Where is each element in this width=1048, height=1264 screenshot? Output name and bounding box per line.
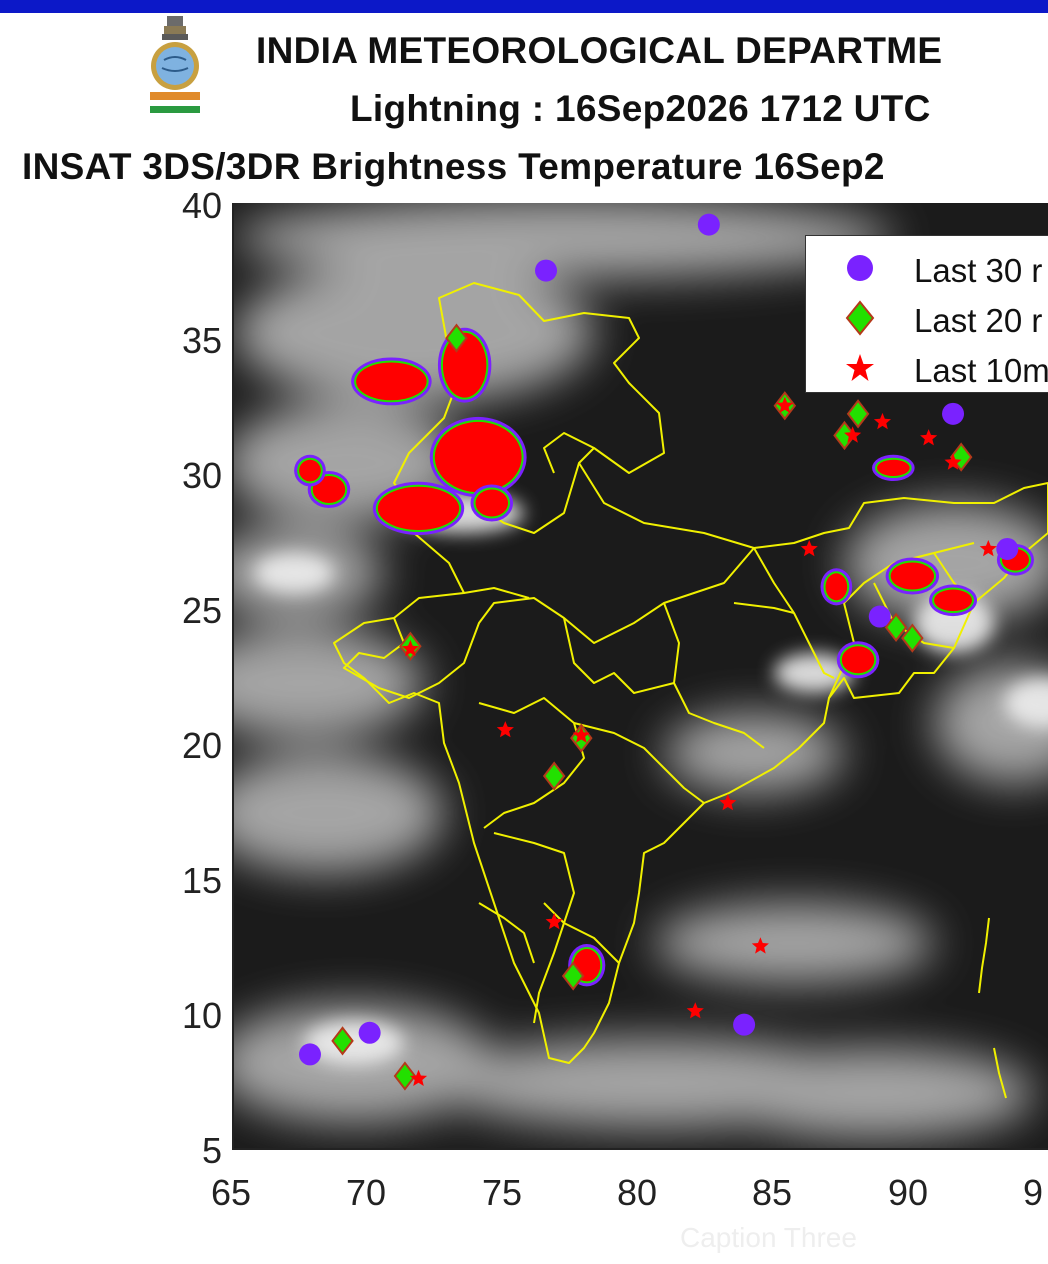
last-30-min-marker <box>298 1043 321 1066</box>
last-30-min-marker <box>942 402 965 425</box>
diamond-marker-icon <box>845 300 875 336</box>
last-30-min-markers <box>298 213 1019 1066</box>
last-30-min-marker <box>697 213 720 236</box>
y-tick-label: 20 <box>181 725 222 766</box>
island-outlines <box>978 917 1007 1099</box>
x-tick-label: 90 <box>888 1172 929 1213</box>
watermark-caption: Caption Three <box>680 1222 857 1253</box>
imd-emblem-logo <box>150 16 200 113</box>
x-tick-label: 70 <box>346 1172 387 1213</box>
last-30-min-marker <box>996 537 1019 560</box>
x-axis-line <box>232 1148 1048 1150</box>
lightning-cluster-core <box>356 362 427 401</box>
y-axis-line <box>232 203 234 1149</box>
x-tick-label: 65 <box>211 1172 252 1213</box>
x-tick-label: 85 <box>752 1172 793 1213</box>
last-30-min-marker <box>358 1021 381 1044</box>
last-10-min-marker <box>800 540 818 557</box>
y-tick-label: 35 <box>181 320 222 361</box>
last-10-min-marker <box>496 721 514 738</box>
last-20-min-marker <box>445 323 468 353</box>
cloud-layer <box>234 203 1048 1138</box>
x-tick-label: 75 <box>482 1172 523 1213</box>
title-department: INDIA METEOROLOGICAL DEPARTME <box>256 30 943 71</box>
map-legend: Last 30 r Last 20 r Last 10m <box>805 235 1048 393</box>
y-tick-label: 5 <box>201 1130 222 1171</box>
star-marker-icon <box>846 354 874 381</box>
lightning-cluster-core <box>890 562 935 590</box>
last-20-min-marker <box>901 623 924 653</box>
legend-item-last-20: Last 20 r <box>806 292 1048 342</box>
last-10-min-marker <box>409 1069 428 1086</box>
y-tick-label: 10 <box>181 995 222 1036</box>
last-10-min-marker <box>719 794 737 811</box>
lightning-cluster-core <box>312 475 346 504</box>
last-20-min-marker <box>846 399 870 429</box>
circle-marker-icon <box>847 255 873 281</box>
title-brightness-temperature: INSAT 3DS/3DR Brightness Temperature 16S… <box>22 146 885 187</box>
lightning-cluster-core <box>299 459 321 482</box>
last-10-min-marker <box>545 913 563 930</box>
last-10-min-marker <box>776 396 794 413</box>
lightning-cluster-core <box>934 589 973 612</box>
last-10-min-marker <box>979 540 997 557</box>
last-30-min-marker <box>868 605 891 628</box>
y-tick-label: 15 <box>181 860 222 901</box>
header-bar <box>0 0 1048 13</box>
last-10-min-marker <box>873 412 891 430</box>
last-20-min-marker <box>393 1061 417 1091</box>
last-10-min-marker <box>944 453 962 470</box>
last-20-min-marker <box>884 612 908 642</box>
last-10-min-marker <box>572 726 590 743</box>
x-tick-label: 9 <box>1023 1172 1044 1213</box>
legend-item-last-30: Last 30 r <box>806 242 1048 292</box>
title-lightning-time: Lightning : 16Sep2026 1712 UTC <box>350 88 931 129</box>
lightning-cluster-core <box>841 646 875 674</box>
last-20-min-markers <box>331 323 973 1091</box>
x-tick-label: 80 <box>617 1172 658 1213</box>
last-20-min-marker <box>331 1026 354 1056</box>
legend-item-last-10: Last 10m <box>806 342 1048 392</box>
lightning-cluster-core <box>377 486 460 531</box>
last-10-min-marker <box>751 937 769 954</box>
last-30-min-marker <box>733 1013 756 1036</box>
last-20-min-marker <box>561 961 585 991</box>
lightning-cluster-core <box>825 573 848 601</box>
legend-label: Last 30 r <box>914 252 1043 289</box>
last-30-min-marker <box>535 259 558 282</box>
last-20-min-marker <box>542 761 566 791</box>
last-10-min-marker <box>920 429 938 446</box>
last-10-min-marker <box>844 426 862 443</box>
last-10-min-markers <box>401 396 997 1086</box>
legend-label: Last 10m <box>914 352 1048 389</box>
last-10-min-marker <box>686 1002 704 1019</box>
lightning-cluster-core <box>434 421 522 493</box>
y-tick-label: 25 <box>181 590 222 631</box>
y-tick-label: 40 <box>181 185 222 226</box>
legend-label: Last 20 r <box>914 302 1043 339</box>
satellite-lightning-map <box>234 203 1048 1149</box>
lightning-cluster-core <box>475 489 509 517</box>
lightning-clusters <box>294 327 1035 987</box>
last-10-min-marker <box>401 640 419 657</box>
lightning-cluster-core <box>877 459 910 476</box>
y-tick-label: 30 <box>181 455 222 496</box>
